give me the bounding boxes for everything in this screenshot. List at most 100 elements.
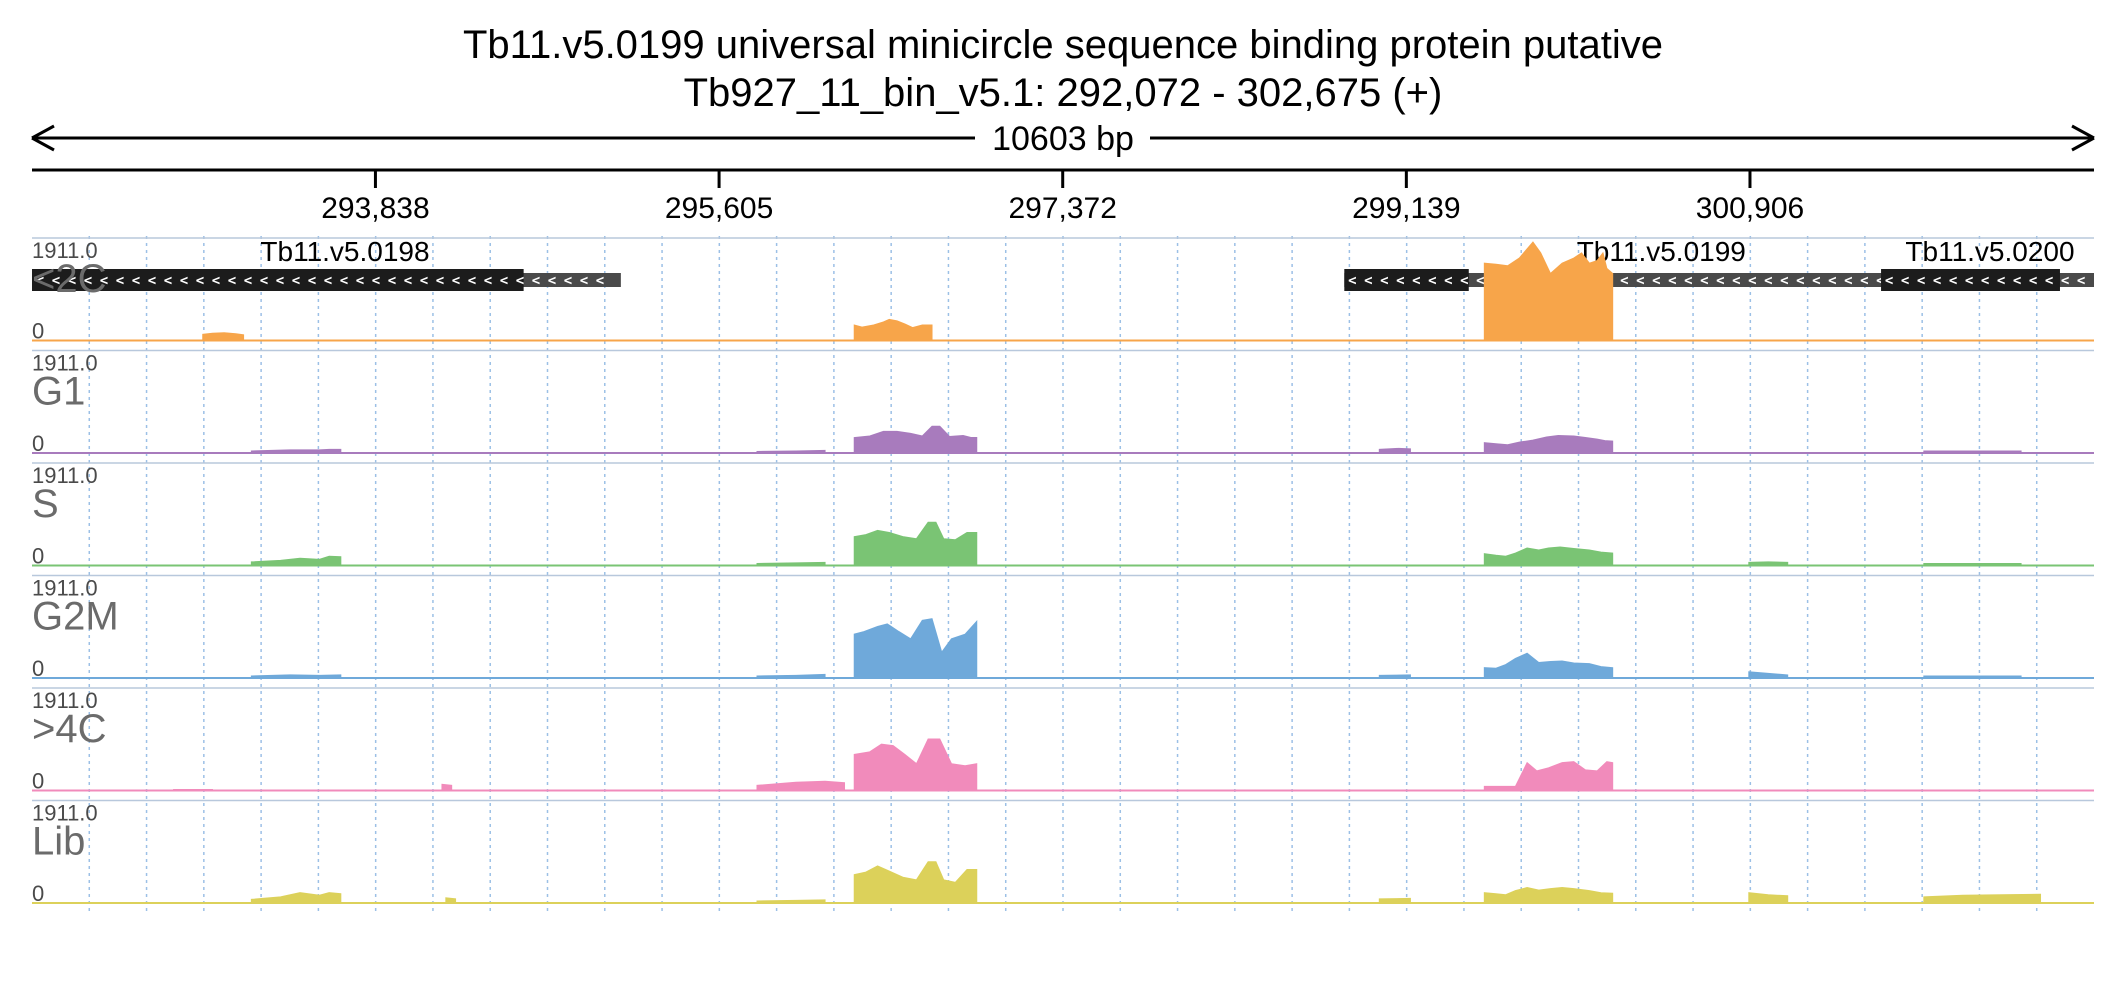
gene-track: < < < < < < < < < < < < < < < < < < < < < < < < < < < < < < < < < < < < Tb11… xyxy=(32,236,2094,291)
coverage-area xyxy=(250,674,342,679)
coverage-area xyxy=(445,897,457,904)
coverage-area xyxy=(1923,562,2022,566)
svg-text:<: < xyxy=(228,273,236,289)
track-G1: 1911.0G1 0 xyxy=(32,349,2094,456)
span-arrow: 10603 bp xyxy=(31,120,2095,158)
svg-text:<: < xyxy=(452,273,460,289)
coverage-area xyxy=(250,555,342,566)
track-label: Lib xyxy=(32,820,85,864)
svg-text:<: < xyxy=(212,273,220,289)
strand-chevron-icon: < < < < < < < < < < < < < < < < < < < < < < < < < < < < < < < < < < < < xyxy=(36,273,604,289)
track-label: G1 xyxy=(32,370,85,414)
svg-text:<: < xyxy=(532,273,540,289)
coverage-area xyxy=(1923,893,2042,904)
svg-text:<: < xyxy=(36,273,44,289)
svg-text:<: < xyxy=(292,273,300,289)
coverage-area xyxy=(853,738,978,791)
svg-text:<: < xyxy=(1949,273,1957,289)
svg-text:<: < xyxy=(1396,273,1404,289)
axis-tick-label: 299,139 xyxy=(1352,192,1460,225)
coverage-area xyxy=(173,788,213,791)
coverage-area xyxy=(1483,761,1614,791)
svg-text:<: < xyxy=(564,273,572,289)
svg-text:<: < xyxy=(2061,273,2069,289)
coverage-area xyxy=(1923,675,2022,679)
svg-text:<: < xyxy=(1997,273,2005,289)
coverage-area xyxy=(1378,897,1411,904)
track-max-label: 1911.0 xyxy=(32,463,98,488)
coverage-area xyxy=(250,892,342,904)
svg-text:<: < xyxy=(1732,273,1740,289)
svg-text:<: < xyxy=(340,273,348,289)
svg-text:<: < xyxy=(1716,273,1724,289)
svg-text:<: < xyxy=(1668,273,1676,289)
coverage-area xyxy=(250,448,342,454)
svg-text:<: < xyxy=(180,273,188,289)
svg-text:<: < xyxy=(596,273,604,289)
svg-text:<: < xyxy=(1460,273,1468,289)
svg-text:<: < xyxy=(372,273,380,289)
svg-text:<: < xyxy=(1933,273,1941,289)
svg-text:<: < xyxy=(1652,273,1660,289)
coverage-area xyxy=(441,783,453,791)
svg-text:<: < xyxy=(1965,273,1973,289)
coverage-area xyxy=(1923,450,2022,454)
coverage-area xyxy=(1483,546,1614,566)
gridlines xyxy=(88,236,2038,911)
svg-text:<: < xyxy=(1917,273,1925,289)
track-S: 1911.0S 0 xyxy=(32,462,2094,569)
track-min-label: 0 xyxy=(32,656,44,681)
gene-cds xyxy=(32,269,524,291)
track-label: <2C xyxy=(32,257,107,301)
svg-text:<: < xyxy=(468,273,476,289)
coverage-area xyxy=(1483,241,1614,341)
track-min-label: 0 xyxy=(32,319,44,344)
coverage-area xyxy=(756,673,826,679)
gene-Tb11.v5.0200[interactable]: < < < < < < < < < < < < <Tb11.v5.0200 xyxy=(1881,236,2094,291)
svg-text:<: < xyxy=(516,273,524,289)
svg-text:<: < xyxy=(84,273,92,289)
coverage-area xyxy=(756,899,826,904)
coverage-area xyxy=(1483,887,1614,904)
svg-text:<: < xyxy=(436,273,444,289)
left-arrow-icon xyxy=(31,124,55,152)
coverage-area xyxy=(1378,447,1411,454)
coverage-area xyxy=(853,861,978,904)
axis-tick-label: 293,838 xyxy=(321,192,429,225)
track-min-label: 0 xyxy=(32,431,44,456)
gene-label: Tb11.v5.0200 xyxy=(1905,236,2074,267)
svg-text:<: < xyxy=(2077,273,2085,289)
svg-text:<: < xyxy=(420,273,428,289)
svg-text:<: < xyxy=(1748,273,1756,289)
svg-text:<: < xyxy=(1620,273,1628,289)
track-<2C: 1911.0<2C 0 xyxy=(32,237,2094,344)
track-label: S xyxy=(32,482,59,526)
svg-text:<: < xyxy=(244,273,252,289)
track->4C: 1911.0>4C 0 xyxy=(32,687,2094,794)
svg-text:<: < xyxy=(2013,273,2021,289)
svg-text:<: < xyxy=(1828,273,1836,289)
gene-Tb11.v5.0199[interactable]: <<<<<<<<<<<<<<<<<<<<<<<<<<<<<<<<<<<<<<<T… xyxy=(1344,236,1979,291)
strand-chevron-icon: < < < < < < < < < < < < < xyxy=(1885,273,2085,289)
coverage-area xyxy=(202,332,245,341)
axis-tick-label: 295,605 xyxy=(665,192,773,225)
svg-text:<: < xyxy=(1348,273,1356,289)
axis-tick-label: 300,906 xyxy=(1696,192,1804,225)
track-label: G2M xyxy=(32,595,119,639)
svg-text:<: < xyxy=(1981,273,1989,289)
svg-text:<: < xyxy=(1428,273,1436,289)
svg-text:<: < xyxy=(1764,273,1772,289)
gene-Tb11.v5.0198[interactable]: < < < < < < < < < < < < < < < < < < < < < < < < < < < < < < < < < < < < Tb11… xyxy=(32,236,621,291)
coverage-area xyxy=(853,318,933,341)
coverage-area xyxy=(853,521,978,566)
right-arrow-icon xyxy=(2071,124,2095,152)
track-min-label: 0 xyxy=(32,544,44,569)
svg-text:<: < xyxy=(484,273,492,289)
svg-text:<: < xyxy=(1812,273,1820,289)
svg-text:<: < xyxy=(1860,273,1868,289)
track-max-label: 1911.0 xyxy=(32,238,98,263)
coverage-area xyxy=(756,561,826,566)
svg-text:<: < xyxy=(580,273,588,289)
track-min-label: 0 xyxy=(32,769,44,794)
